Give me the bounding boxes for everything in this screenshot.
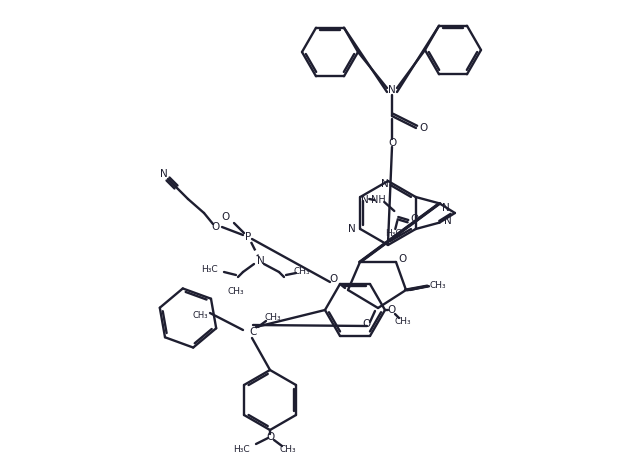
Text: CH₃: CH₃	[228, 288, 244, 297]
Text: N: N	[381, 179, 389, 189]
Text: O: O	[329, 274, 337, 284]
Text: P: P	[245, 232, 251, 242]
Text: C: C	[250, 327, 257, 337]
Text: O: O	[387, 305, 395, 315]
Text: O: O	[388, 138, 396, 148]
Text: H₃C: H₃C	[202, 265, 218, 274]
Text: O: O	[221, 212, 229, 222]
Text: N: N	[362, 195, 369, 205]
Text: O: O	[398, 254, 406, 264]
Text: N: N	[444, 216, 451, 226]
Text: O: O	[266, 432, 274, 442]
Text: O: O	[419, 123, 427, 133]
Text: CH₃: CH₃	[429, 282, 446, 290]
Text: O: O	[410, 214, 419, 224]
Text: CH₃: CH₃	[294, 267, 310, 276]
Text: H₃C: H₃C	[385, 228, 401, 237]
Text: NH: NH	[371, 195, 386, 205]
Text: CH₃: CH₃	[395, 318, 412, 327]
Text: N: N	[442, 204, 449, 213]
Text: H₃C: H₃C	[234, 446, 250, 454]
Text: N: N	[348, 224, 356, 234]
Text: O: O	[211, 222, 219, 232]
Text: CH₃: CH₃	[280, 446, 296, 454]
Text: N: N	[257, 256, 265, 266]
Text: N: N	[388, 85, 396, 95]
Text: CH₃: CH₃	[265, 313, 282, 322]
Text: N: N	[160, 169, 168, 179]
Text: CH₃: CH₃	[192, 311, 208, 320]
Text: O: O	[362, 319, 370, 329]
